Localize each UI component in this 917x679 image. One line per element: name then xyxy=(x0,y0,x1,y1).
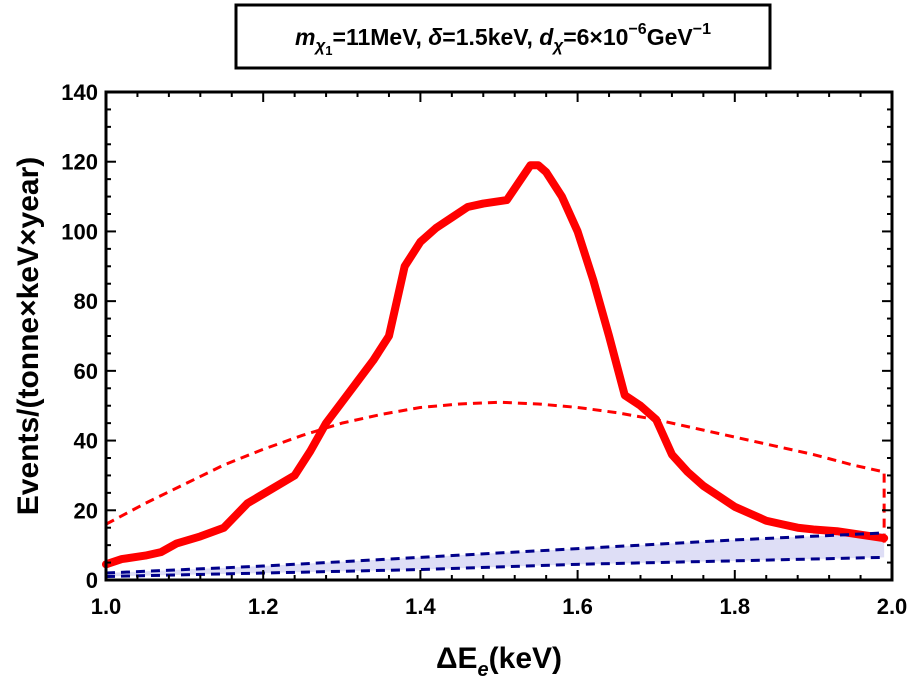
y-tick-label: 20 xyxy=(74,498,98,523)
plot-frame xyxy=(104,90,894,582)
y-tick-label: 100 xyxy=(61,219,98,244)
x-tick-label: 1.2 xyxy=(248,594,279,619)
y-tick-label: 120 xyxy=(61,150,98,175)
title-m-sub: χ xyxy=(313,36,326,55)
x-axis-title-sub: e xyxy=(478,659,489,679)
ticks-layer xyxy=(105,91,893,581)
x-tick-label: 1.4 xyxy=(405,594,436,619)
x-axis-title: ΔEe(keV) xyxy=(436,642,562,679)
tick-labels-layer: 1.0 1.2 1.4 1.6 1.8 2.0 0 20 40 60 80 100 120 140 xyxy=(61,80,907,619)
series-line-signal xyxy=(102,161,889,569)
y-tick-label: 60 xyxy=(74,359,98,384)
band-layer xyxy=(106,532,885,577)
series-line-band-upper xyxy=(105,531,885,575)
x-tick-label: 1.0 xyxy=(91,594,122,619)
title-d-unit-exp: −1 xyxy=(693,21,711,38)
title-m-symbol: m xyxy=(295,24,315,50)
series-line-background xyxy=(105,400,886,549)
title-delta-symbol: δ xyxy=(428,24,443,50)
x-tick-label: 2.0 xyxy=(877,594,908,619)
x-axis-title-main: ΔE xyxy=(436,642,478,675)
band-fill xyxy=(106,532,885,577)
title-box xyxy=(234,3,772,70)
title-d-value: =6×10 xyxy=(563,24,628,50)
title-d-sub: χ xyxy=(551,36,564,55)
series-layer xyxy=(102,161,889,579)
y-tick-label: 40 xyxy=(74,429,98,454)
chart-title: mχ1=11MeV, δ=1.5keV, dχ=6×10−6GeV−1 xyxy=(234,3,772,70)
title-d-symbol: d xyxy=(539,24,554,50)
title-m-value: =11MeV, xyxy=(333,24,429,50)
title-m-subsub: 1 xyxy=(325,43,332,58)
y-axis-title: Events/(tonne×keV×year) xyxy=(12,157,45,516)
x-axis-title-rest: (keV) xyxy=(489,642,562,675)
y-tick-label: 0 xyxy=(86,568,98,593)
series-line-band-lower xyxy=(105,555,885,579)
title-d-exp: −6 xyxy=(628,21,646,38)
title-text: mχ1=11MeV, δ=1.5keV, dχ=6×10−6GeV−1 xyxy=(295,21,711,58)
title-d-unit: GeV xyxy=(647,24,694,50)
title-delta-value: =1.5keV, xyxy=(442,24,539,50)
y-tick-label: 140 xyxy=(61,80,98,105)
y-tick-label: 80 xyxy=(74,289,98,314)
x-tick-label: 1.6 xyxy=(562,594,593,619)
x-tick-label: 1.8 xyxy=(720,594,751,619)
